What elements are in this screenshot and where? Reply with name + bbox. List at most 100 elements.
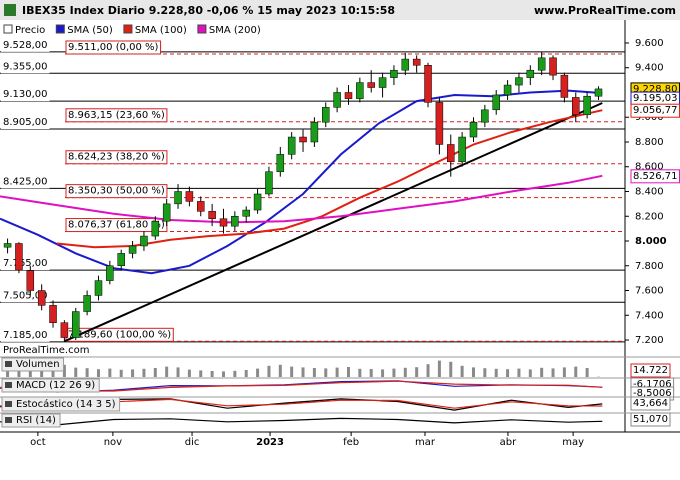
panel-value: -8,5006 — [633, 388, 672, 399]
candle-body — [151, 220, 160, 237]
panel-icon — [5, 417, 12, 423]
panel-value-box — [630, 396, 671, 411]
volume-bar — [471, 367, 475, 377]
panel-value-box — [630, 363, 671, 378]
volume-bar — [267, 365, 271, 377]
level-label: 7.505,00 — [3, 290, 48, 301]
y-tick-label: 8.000 — [635, 236, 667, 247]
volume-bar — [574, 366, 578, 377]
volume-bar — [290, 366, 294, 377]
indicator-line — [0, 380, 603, 392]
volume-bar — [176, 367, 180, 377]
candle-body — [367, 82, 375, 88]
candle-body — [265, 171, 273, 195]
x-tick-label: abr — [500, 437, 517, 448]
candle-body — [299, 136, 307, 143]
candle-body — [333, 92, 341, 108]
volume-bar — [506, 369, 510, 377]
panel-label: Estocástico (14 3 5) — [16, 398, 116, 410]
panel-label-box — [1, 378, 100, 393]
legend-swatch — [197, 24, 207, 34]
volume-bar — [256, 368, 260, 377]
candle-body — [390, 69, 398, 78]
price-tag: 9.228,80 — [633, 84, 678, 95]
candle-body — [94, 280, 103, 296]
level-label: 8.905,00 — [3, 117, 48, 128]
candle-body — [162, 203, 171, 222]
volume-bar — [108, 368, 112, 377]
candle-body — [458, 136, 466, 163]
volume-bar — [585, 368, 589, 377]
volume-bar — [415, 367, 419, 377]
candle-body — [117, 253, 125, 267]
volume-bar — [221, 371, 225, 377]
candle-body — [185, 191, 194, 202]
fib-label: 8.963,15 (23,60 %) — [68, 110, 165, 121]
panel-value: 43,664 — [633, 398, 668, 409]
candle-body — [515, 77, 523, 86]
fib-label-box — [65, 150, 168, 165]
sma-tag: 8.526,71 — [633, 171, 678, 182]
level-label-box — [1, 328, 50, 342]
x-tick-label: dic — [185, 437, 200, 448]
y-tick-label: 7.400 — [635, 310, 664, 321]
candle-body — [594, 88, 603, 97]
volume-bar — [312, 368, 316, 377]
candle-body — [208, 211, 216, 219]
trend-line — [63, 102, 603, 343]
panel-label: Volumen — [16, 359, 60, 370]
candle-body — [435, 102, 444, 145]
x-tick-label: may — [562, 437, 584, 448]
volume-bar — [233, 370, 237, 377]
sma-line — [0, 174, 603, 224]
volume-bar — [301, 367, 305, 377]
level-label-box — [1, 115, 50, 129]
volume-bar — [346, 367, 350, 377]
y-tick-label: 9.600 — [635, 38, 664, 49]
volume-bar — [278, 364, 282, 377]
indicator-line — [0, 417, 603, 426]
volume-bar — [335, 367, 339, 377]
legend-label: Precio — [15, 25, 45, 36]
panel-label-box — [1, 396, 121, 412]
candle-body — [526, 69, 535, 78]
candle-body — [253, 193, 262, 211]
y-tick-label: 9.000 — [635, 112, 664, 123]
header-bar — [0, 0, 680, 20]
volume-bar — [449, 361, 453, 377]
chart-title: IBEX35 Index Diario 9.228,80 -0,06 % 15 … — [22, 4, 395, 17]
volume-bar — [85, 368, 89, 377]
volume-bar — [437, 360, 441, 377]
fib-label-box — [65, 108, 168, 123]
level-label: 9.528,00 — [3, 40, 48, 51]
y-tick-label: 9.400 — [635, 63, 664, 74]
candle-body — [572, 97, 580, 116]
volume-bar — [483, 368, 487, 377]
volume-bar — [244, 370, 248, 377]
level-label-box — [1, 88, 50, 102]
candle-body — [287, 136, 296, 155]
fib-label: 9.511,00 (0,00 %) — [68, 42, 159, 53]
level-label-box — [1, 38, 50, 52]
legend-swatch — [55, 24, 65, 34]
volume-bar — [142, 368, 146, 377]
y-tick-label: 7.200 — [635, 335, 664, 346]
level-label: 9.355,00 — [3, 61, 48, 72]
volume-bar — [131, 369, 135, 377]
candle-body — [549, 57, 557, 76]
x-tick-label: 2023 — [256, 437, 284, 448]
candle-body — [560, 74, 569, 98]
volume-bar — [551, 368, 555, 377]
candle-body — [469, 121, 478, 138]
legend-swatch — [123, 24, 133, 34]
candle-body — [219, 218, 228, 227]
x-tick-label: nov — [104, 437, 122, 448]
volume-bar — [96, 369, 100, 377]
panel-value: -6,1706 — [633, 379, 672, 390]
volume-bar — [517, 368, 521, 377]
candle-body — [128, 245, 137, 254]
y-tick-label: 8.800 — [635, 137, 664, 148]
candle-body — [492, 94, 500, 111]
fib-label: 7.189,60 (100,00 %) — [68, 329, 171, 340]
